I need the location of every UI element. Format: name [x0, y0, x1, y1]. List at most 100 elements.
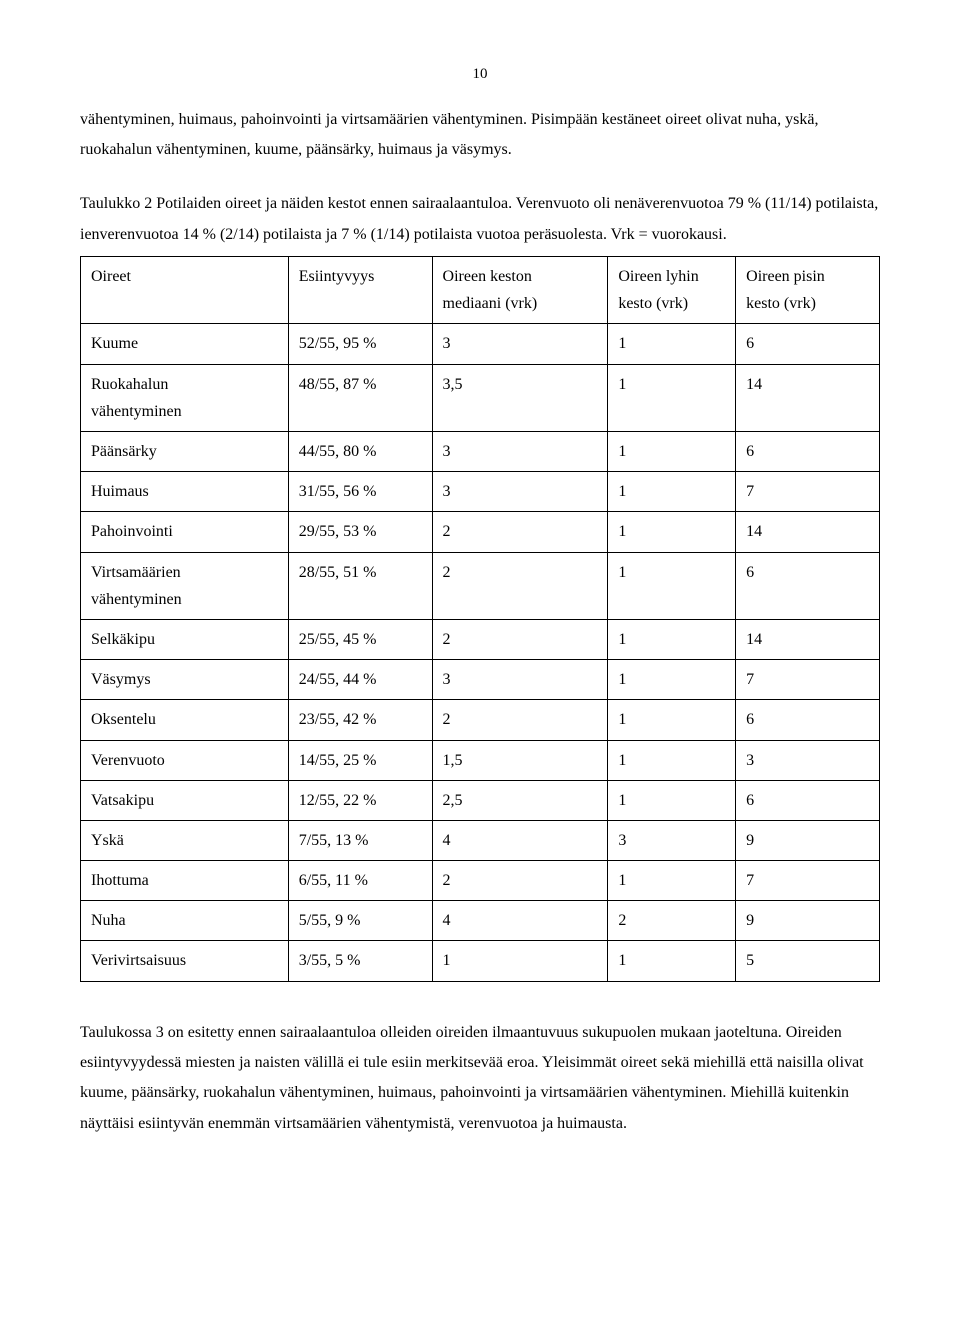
- cell-median: 2: [432, 512, 608, 552]
- cell-frequency: 48/55, 87 %: [288, 364, 432, 431]
- cell-shortest: 1: [608, 512, 736, 552]
- cell-frequency: 23/55, 42 %: [288, 700, 432, 740]
- cell-shortest: 1: [608, 780, 736, 820]
- table-row: Selkäkipu25/55, 45 %2114: [81, 619, 880, 659]
- col-header-esiintyvyys: Esiintyvyys: [288, 257, 432, 324]
- col-header-shortest: Oireen lyhin kesto (vrk): [608, 257, 736, 324]
- table-row: Oksentelu23/55, 42 %216: [81, 700, 880, 740]
- cell-shortest: 1: [608, 324, 736, 364]
- cell-frequency: 31/55, 56 %: [288, 472, 432, 512]
- cell-longest: 7: [736, 660, 880, 700]
- col-header-line1: Oireen keston: [443, 268, 532, 285]
- col-header-longest: Oireen pisin kesto (vrk): [736, 257, 880, 324]
- cell-shortest: 1: [608, 941, 736, 981]
- cell-longest: 6: [736, 324, 880, 364]
- table-row: Väsymys24/55, 44 %317: [81, 660, 880, 700]
- cell-frequency: 25/55, 45 %: [288, 619, 432, 659]
- cell-median: 2: [432, 700, 608, 740]
- cell-shortest: 1: [608, 700, 736, 740]
- cell-longest: 5: [736, 941, 880, 981]
- cell-symptom: Nuha: [81, 901, 289, 941]
- cell-frequency: 5/55, 9 %: [288, 901, 432, 941]
- cell-longest: 3: [736, 740, 880, 780]
- cell-longest: 14: [736, 512, 880, 552]
- cell-median: 2,5: [432, 780, 608, 820]
- col-header-line2: kesto (vrk): [746, 295, 816, 312]
- cell-symptom: Verenvuoto: [81, 740, 289, 780]
- table-row: Huimaus31/55, 56 %317: [81, 472, 880, 512]
- cell-longest: 7: [736, 861, 880, 901]
- cell-shortest: 1: [608, 364, 736, 431]
- cell-symptom: Ruokahalun vähentyminen: [81, 364, 289, 431]
- cell-symptom: Kuume: [81, 324, 289, 364]
- col-header-median: Oireen keston mediaani (vrk): [432, 257, 608, 324]
- cell-symptom: Oksentelu: [81, 700, 289, 740]
- cell-frequency: 3/55, 5 %: [288, 941, 432, 981]
- symptoms-table: Oireet Esiintyvyys Oireen keston mediaan…: [80, 256, 880, 982]
- cell-symptom: Ihottuma: [81, 861, 289, 901]
- cell-median: 3: [432, 432, 608, 472]
- cell-frequency: 52/55, 95 %: [288, 324, 432, 364]
- cell-longest: 7: [736, 472, 880, 512]
- cell-symptom: Selkäkipu: [81, 619, 289, 659]
- cell-symptom: Pahoinvointi: [81, 512, 289, 552]
- cell-symptom: Verivirtsaisuus: [81, 941, 289, 981]
- cell-median: 3: [432, 660, 608, 700]
- col-header-line2: kesto (vrk): [618, 295, 688, 312]
- cell-longest: 14: [736, 619, 880, 659]
- table-row: Kuume52/55, 95 %316: [81, 324, 880, 364]
- cell-frequency: 24/55, 44 %: [288, 660, 432, 700]
- cell-frequency: 44/55, 80 %: [288, 432, 432, 472]
- paragraph-outro: Taulukossa 3 on esitetty ennen sairaalaa…: [80, 1018, 880, 1140]
- cell-shortest: 1: [608, 472, 736, 512]
- cell-symptom: Väsymys: [81, 660, 289, 700]
- cell-shortest: 3: [608, 820, 736, 860]
- cell-symptom-line2: vähentyminen: [91, 591, 182, 608]
- cell-symptom: Vatsakipu: [81, 780, 289, 820]
- table-row: Ihottuma6/55, 11 %217: [81, 861, 880, 901]
- cell-longest: 9: [736, 820, 880, 860]
- cell-median: 4: [432, 901, 608, 941]
- cell-symptom-line2: vähentyminen: [91, 403, 182, 420]
- cell-symptom: Huimaus: [81, 472, 289, 512]
- cell-shortest: 1: [608, 740, 736, 780]
- cell-frequency: 7/55, 13 %: [288, 820, 432, 860]
- table-row: Virtsamäärienvähentyminen28/55, 51 %216: [81, 552, 880, 619]
- table-row: Ruokahalun vähentyminen 48/55, 87 %3,5114: [81, 364, 880, 431]
- cell-median: 2: [432, 619, 608, 659]
- cell-frequency: 29/55, 53 %: [288, 512, 432, 552]
- table-row: Pahoinvointi29/55, 53 %2114: [81, 512, 880, 552]
- table-row: Yskä7/55, 13 %439: [81, 820, 880, 860]
- cell-median: 1: [432, 941, 608, 981]
- table-row: Päänsärky44/55, 80 %316: [81, 432, 880, 472]
- cell-symptom: Yskä: [81, 820, 289, 860]
- cell-symptom-line1: Ruokahalun: [91, 376, 168, 393]
- cell-symptom-line1: Virtsamäärien: [91, 564, 181, 581]
- cell-shortest: 1: [608, 552, 736, 619]
- cell-longest: 14: [736, 364, 880, 431]
- cell-frequency: 28/55, 51 %: [288, 552, 432, 619]
- cell-shortest: 2: [608, 901, 736, 941]
- table-row: Nuha5/55, 9 %429: [81, 901, 880, 941]
- cell-median: 3,5: [432, 364, 608, 431]
- col-header-line1: Esiintyvyys: [299, 268, 375, 285]
- cell-shortest: 1: [608, 861, 736, 901]
- table-row: Verivirtsaisuus3/55, 5 %115: [81, 941, 880, 981]
- table-caption: Taulukko 2 Potilaiden oireet ja näiden k…: [80, 189, 880, 250]
- table-row: Verenvuoto14/55, 25 %1,513: [81, 740, 880, 780]
- cell-symptom: Päänsärky: [81, 432, 289, 472]
- cell-frequency: 6/55, 11 %: [288, 861, 432, 901]
- cell-median: 3: [432, 324, 608, 364]
- cell-shortest: 1: [608, 619, 736, 659]
- table-row: Vatsakipu12/55, 22 %2,516: [81, 780, 880, 820]
- cell-longest: 6: [736, 700, 880, 740]
- cell-frequency: 12/55, 22 %: [288, 780, 432, 820]
- cell-median: 3: [432, 472, 608, 512]
- cell-frequency: 14/55, 25 %: [288, 740, 432, 780]
- col-header-line1: Oireen lyhin: [618, 268, 698, 285]
- cell-median: 2: [432, 861, 608, 901]
- cell-median: 4: [432, 820, 608, 860]
- cell-shortest: 1: [608, 432, 736, 472]
- cell-median: 1,5: [432, 740, 608, 780]
- table-header-row: Oireet Esiintyvyys Oireen keston mediaan…: [81, 257, 880, 324]
